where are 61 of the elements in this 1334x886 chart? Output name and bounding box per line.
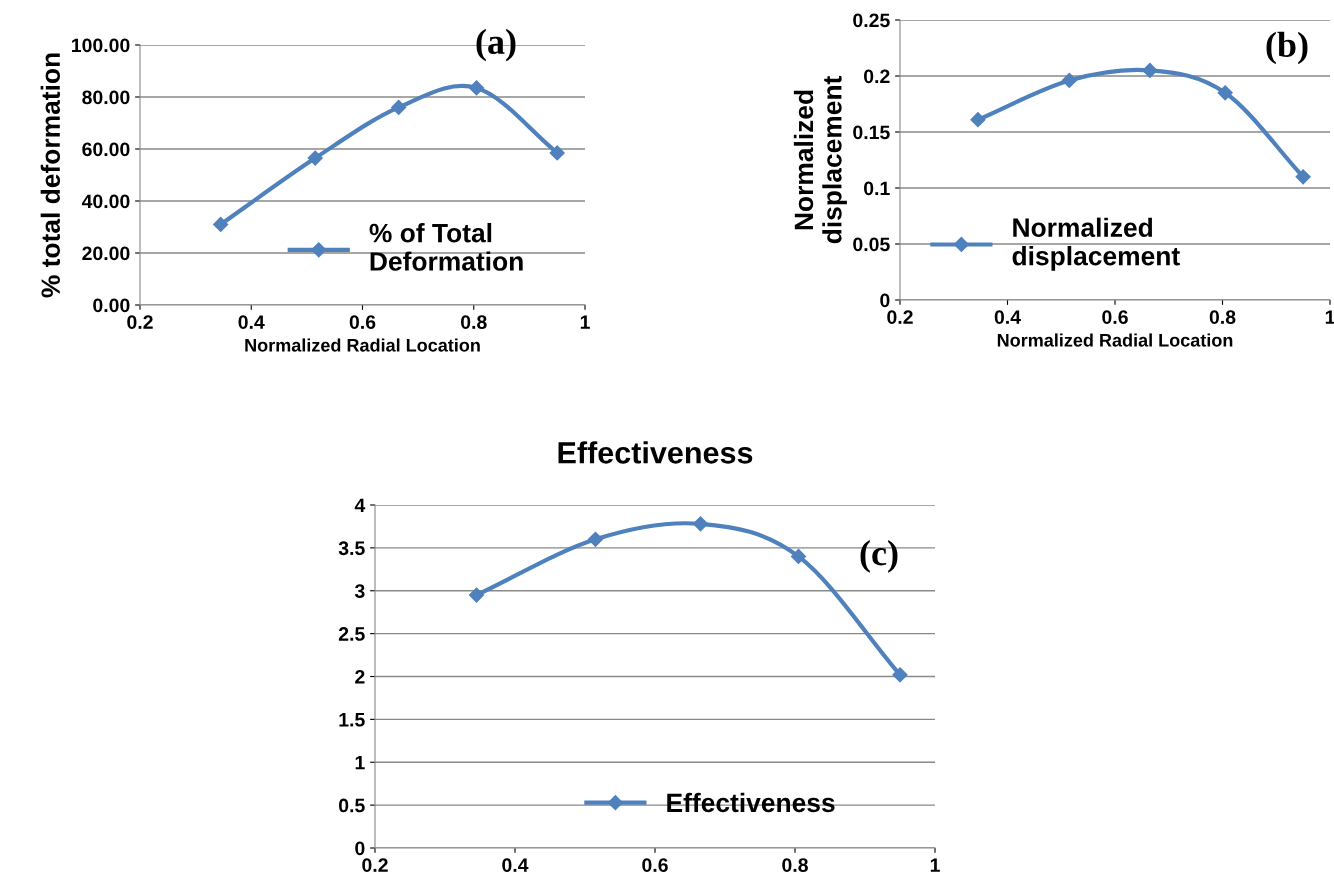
- y-tick-label: 0.1: [864, 181, 890, 196]
- y-tick-label: 0.25: [853, 13, 890, 28]
- y-tick-label: 0: [880, 293, 890, 308]
- y-tick-label: 0.2: [864, 69, 890, 84]
- y-tick-label: 100.00: [72, 38, 130, 53]
- legend-label: Normalized displacement: [1012, 217, 1180, 271]
- x-tick-label: 0.6: [349, 315, 376, 329]
- y-tick-label: 3: [354, 584, 365, 599]
- y-tick-label: 1: [355, 755, 365, 770]
- x-tick-label: 0.2: [127, 315, 153, 329]
- y-tick-label: 2: [355, 669, 365, 684]
- x-axis-title: Normalized Radial Location: [245, 338, 480, 352]
- point: [970, 112, 986, 128]
- x-tick-label: 0.8: [1209, 310, 1236, 324]
- x-tick-label: 1: [1325, 310, 1334, 324]
- point: [213, 216, 229, 232]
- y-tick-label: 2.5: [338, 627, 365, 641]
- point: [790, 548, 807, 565]
- point: [468, 80, 485, 96]
- y-axis-title: % total deformation: [40, 53, 61, 298]
- y-tick-label: 80.00: [82, 90, 130, 105]
- y-axis-title: Normalized displacement: [793, 75, 847, 244]
- x-tick-label: 0.4: [502, 858, 529, 872]
- y-tick-label: 1.5: [339, 713, 365, 727]
- x-tick-label: 1: [930, 858, 940, 872]
- y-tick-label: 0.05: [853, 237, 890, 252]
- y-tick-label: 60.00: [82, 142, 130, 157]
- x-tick-label: 0.8: [782, 858, 808, 872]
- y-tick-label: 4: [354, 498, 366, 513]
- point: [549, 145, 565, 161]
- legend-label: Effectiveness: [667, 792, 835, 813]
- chart-title: Effectiveness: [558, 441, 753, 464]
- x-tick-label: 0.8: [461, 315, 487, 329]
- point: [1217, 85, 1233, 101]
- point: [1295, 169, 1311, 185]
- point: [587, 531, 604, 547]
- point: [1142, 62, 1158, 78]
- y-tick-label: 40.00: [81, 194, 130, 209]
- point: [692, 516, 709, 532]
- y-tick-label: 3.5: [338, 541, 365, 556]
- y-tick-label: 0.5: [339, 798, 365, 813]
- y-tick-label: 0.15: [853, 125, 890, 140]
- x-tick-label: 1: [580, 315, 590, 329]
- annotation: (a): [476, 28, 516, 62]
- x-tick-label: 0.2: [887, 310, 913, 324]
- x-axis-title: Normalized Radial Location: [997, 333, 1233, 347]
- point: [892, 667, 908, 683]
- point: [468, 587, 485, 603]
- y-tick-label: 0.00: [93, 298, 130, 313]
- x-tick-label: 0.6: [642, 858, 668, 872]
- point: [391, 99, 407, 115]
- x-tick-label: 0.4: [994, 310, 1021, 324]
- y-tick-label: 20.00: [82, 246, 130, 261]
- point: [1061, 72, 1077, 89]
- x-tick-label: 0.6: [1102, 310, 1128, 324]
- annotation: (c): [860, 540, 898, 573]
- x-tick-label: 0.4: [238, 315, 265, 329]
- point: [307, 150, 323, 166]
- annotation: (b): [1266, 31, 1308, 65]
- y-tick-label: 0: [355, 841, 365, 856]
- legend-label: % of Total Deformation: [369, 223, 523, 271]
